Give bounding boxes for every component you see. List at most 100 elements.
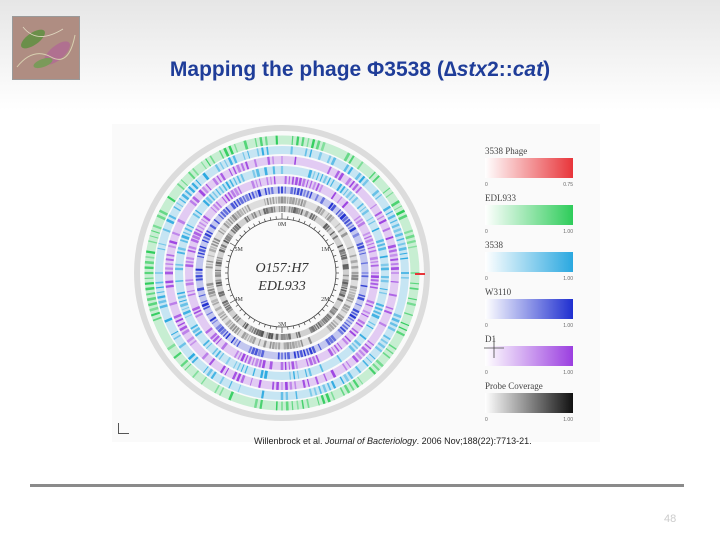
ring-segment [349, 330, 357, 337]
ring-segment [358, 349, 366, 357]
ring-segment [383, 309, 393, 315]
ring-segment [319, 173, 324, 182]
ring-segment [310, 325, 316, 333]
ring-segment [202, 339, 210, 347]
ring-segment [229, 179, 235, 187]
ring-segment [232, 155, 238, 164]
scale-tick [258, 220, 261, 224]
ring-segment [294, 381, 297, 390]
ring-segment [216, 256, 223, 260]
ring-segment [227, 233, 234, 238]
ring-segment [341, 201, 349, 209]
ring-segment [377, 242, 386, 248]
ring-segment [236, 373, 242, 382]
ring-segment [385, 191, 394, 198]
ring-segment [224, 319, 232, 326]
ring-segment [231, 371, 238, 380]
ring-segment [320, 394, 326, 405]
ring-segment [394, 232, 404, 238]
ring-segment [297, 198, 301, 206]
ring-segment [354, 172, 362, 181]
ring-segment [270, 206, 274, 213]
ring-segment [229, 323, 236, 330]
ring-segment [254, 348, 259, 356]
ring-segment [148, 240, 158, 244]
ring-segment [387, 325, 396, 332]
ring-segment [355, 352, 363, 360]
ring-segment [221, 183, 228, 192]
ring-segment [180, 359, 189, 368]
scale-tick [321, 234, 325, 238]
legend-max: 1.00 [563, 229, 573, 235]
ring-segment [272, 166, 276, 175]
ring-segment [251, 191, 256, 199]
scale-tick [321, 308, 325, 312]
ring-segment [294, 176, 299, 186]
ring-segment [325, 313, 333, 320]
ring-segment [176, 251, 186, 255]
ring-segment [341, 337, 349, 345]
ring-segment [290, 146, 294, 155]
ring-segment [324, 315, 330, 321]
ring-segment [195, 179, 202, 186]
ring-segment [273, 206, 276, 213]
ring-segment [300, 199, 304, 207]
ring-segment [326, 325, 333, 332]
corner-mark [118, 423, 129, 434]
ring-segment [390, 262, 399, 266]
ring-segment [357, 245, 365, 250]
ring-segment [339, 213, 347, 221]
ring-segment [362, 359, 369, 367]
ring-segment [208, 357, 216, 366]
ring-segment [221, 299, 229, 305]
ring-segment [158, 299, 167, 304]
ring-segment [296, 350, 300, 358]
ring-segment [217, 290, 225, 295]
ring-segment [225, 305, 232, 312]
ring-segment [337, 227, 345, 233]
genome-map-figure: 0M 1M 2M 3M 4M 5M O157:H7 EDL933 3538 Phage 0 0… [112, 124, 600, 442]
ring-segment [175, 317, 184, 323]
ring-segment [200, 161, 207, 170]
ring-segment [296, 370, 300, 379]
ring-segment [358, 248, 366, 252]
ring-segment [330, 346, 337, 354]
ring-segment [317, 321, 323, 328]
ring-segment [173, 313, 182, 319]
ring-segment [209, 332, 218, 340]
ring-segment [348, 155, 355, 164]
scale-tick-label: 4M [235, 297, 244, 303]
ring-segment [181, 193, 190, 201]
ring-segment [176, 291, 186, 295]
ring-segment [365, 238, 374, 244]
ring-segment [377, 341, 386, 349]
ring-segment [185, 260, 194, 264]
ring-segment [327, 348, 334, 357]
scale-tick [239, 308, 243, 312]
ring-segment [406, 301, 416, 307]
ring-segment [252, 368, 256, 377]
ring-segment [233, 326, 240, 334]
ring-segment [212, 177, 219, 186]
ring-segment [407, 297, 417, 301]
ring-segment [248, 346, 253, 354]
ring-segment [389, 321, 398, 328]
scale-tick [292, 325, 295, 329]
ring-segment [218, 352, 225, 360]
ring-segment [325, 338, 332, 346]
ring-segment [237, 352, 243, 360]
ring-segment [358, 175, 366, 184]
ring-segment [371, 189, 380, 197]
ring-segment [179, 302, 189, 308]
ring-segment [397, 242, 406, 247]
scale-tick [235, 239, 239, 242]
ring-segment [193, 231, 202, 237]
ring-segment [311, 345, 317, 354]
ring-segment [242, 152, 246, 161]
ring-segment [209, 155, 216, 164]
scale-tick [226, 260, 230, 263]
ring-segment [290, 206, 294, 213]
ring-segment [287, 333, 292, 340]
ring-segment [200, 376, 207, 385]
ring-segment [299, 188, 304, 196]
